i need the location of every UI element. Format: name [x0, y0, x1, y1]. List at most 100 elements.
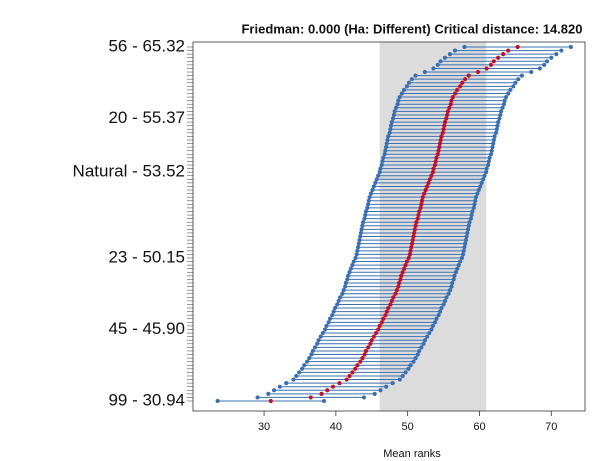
mean-rank [448, 102, 453, 107]
interval-high [449, 284, 454, 289]
mean-rank [455, 87, 460, 93]
mean-rank [426, 180, 431, 185]
interval-high [484, 166, 489, 171]
interval-low [363, 212, 368, 218]
mean-rank [432, 162, 438, 168]
mean-rank [412, 230, 417, 236]
interval-high [498, 109, 504, 114]
interval-high [422, 338, 428, 343]
mean-rank [434, 155, 439, 160]
interval-low [277, 384, 282, 389]
mean-rank [447, 105, 452, 110]
mean-rank [437, 141, 443, 146]
interval-low [324, 323, 329, 329]
interval-high [519, 73, 524, 78]
mean-rank [404, 259, 410, 264]
interval-high [467, 220, 472, 225]
mean-rank [463, 77, 468, 82]
interval-low [374, 177, 379, 182]
interval-high [501, 102, 507, 107]
interval-low [350, 263, 355, 268]
mean-rank [423, 187, 428, 193]
interval-high [390, 381, 395, 386]
interval-high [432, 320, 438, 325]
mean-rank [391, 295, 396, 300]
interval-high [487, 155, 492, 160]
interval-high [486, 159, 491, 164]
mean-rank [368, 341, 373, 346]
mean-rank [411, 234, 416, 239]
mean-rank [410, 237, 415, 243]
mean-rank [414, 220, 419, 225]
interval-low [359, 227, 364, 232]
mean-rank [393, 291, 398, 296]
mean-rank [376, 327, 381, 332]
interval-high [463, 237, 468, 243]
interval-low [348, 266, 353, 271]
interval-low [397, 94, 402, 100]
mean-rank [369, 338, 374, 343]
mean-rank [491, 59, 496, 64]
mean-rank [386, 305, 391, 311]
interval-high [459, 255, 465, 261]
interval-high [406, 366, 411, 371]
mean-rank [422, 191, 427, 196]
x-axis-label: Mean ranks [383, 448, 441, 460]
mean-rank [445, 109, 450, 114]
mean-rank [363, 348, 369, 354]
interval-high [498, 112, 503, 118]
mean-rank [366, 345, 371, 350]
interval-low [367, 195, 372, 200]
interval-low [392, 109, 397, 114]
interval-high [439, 305, 444, 311]
interval-low [294, 373, 299, 379]
interval-high [529, 69, 534, 75]
interval-high [475, 191, 480, 196]
interval-high [361, 395, 367, 400]
interval-low [341, 288, 346, 293]
mean-rank [420, 195, 425, 200]
interval-high [490, 145, 495, 150]
mean-rank [415, 216, 420, 221]
interval-high [469, 212, 474, 218]
interval-low [363, 209, 369, 214]
interval-low [379, 162, 384, 168]
interval-low [343, 284, 348, 289]
interval-high [450, 280, 455, 286]
mean-rank [384, 309, 389, 314]
mean-rank [442, 123, 447, 128]
interval-low [366, 202, 371, 207]
mean-rank [431, 166, 436, 171]
mean-rank [377, 323, 382, 329]
interval-high [494, 127, 499, 132]
mean-rank [344, 377, 349, 382]
interval-low [394, 105, 399, 110]
interval-high [478, 184, 483, 189]
interval-low [383, 148, 388, 153]
mean-rank [427, 177, 433, 182]
interval-high [372, 391, 377, 396]
interval-low [345, 273, 351, 278]
mean-rank [381, 316, 386, 321]
interval-high [472, 202, 477, 207]
mean-rank [419, 198, 425, 203]
interval-low [462, 44, 467, 50]
interval-high [321, 398, 327, 404]
interval-low [388, 123, 394, 128]
interval-low [380, 159, 385, 164]
interval-low [381, 155, 386, 160]
mean-rank [418, 205, 423, 211]
interval-high [471, 205, 476, 211]
interval-low [332, 305, 338, 311]
interval-low [330, 313, 335, 318]
interval-high [430, 323, 435, 329]
interval-high [397, 377, 402, 382]
mean-rank [399, 273, 404, 278]
interval-high [400, 373, 405, 379]
interval-low [358, 234, 363, 239]
interval-low [362, 216, 367, 221]
mean-rank [388, 302, 393, 307]
interval-high [506, 91, 511, 96]
interval-low [322, 327, 328, 332]
